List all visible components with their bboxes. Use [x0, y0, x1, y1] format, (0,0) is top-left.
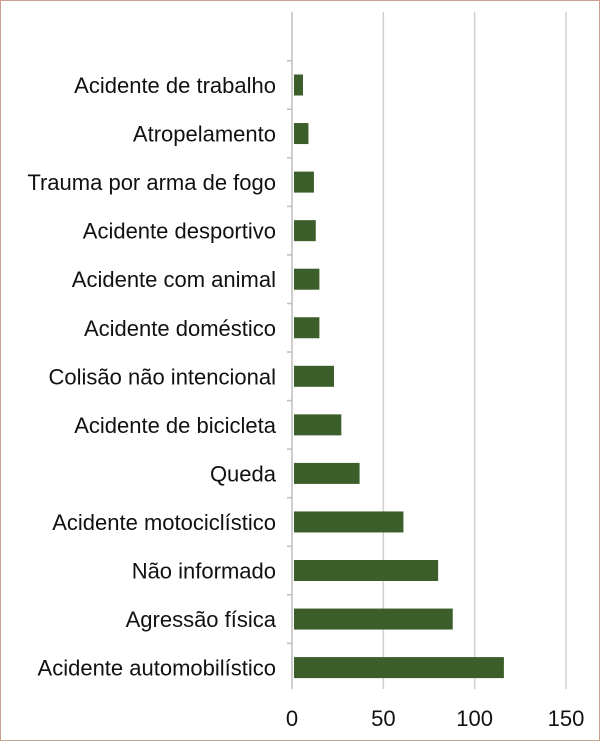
category-label-4: Acidente com animal: [72, 267, 276, 292]
category-labels: Acidente de trabalho Atropelamento Trauma …: [27, 73, 276, 681]
x-tick-label-50: 50: [371, 706, 395, 731]
bar-12: [294, 657, 504, 679]
category-label-3: Acidente desportivo: [83, 219, 276, 244]
category-label-12: Acidente automobilístico: [38, 656, 276, 681]
bar-11: [294, 608, 453, 630]
bar-8: [294, 462, 360, 484]
bar-6: [294, 365, 335, 387]
bar-10: [294, 560, 439, 581]
bar-2: [294, 171, 314, 193]
category-label-1: Atropelamento: [133, 122, 276, 147]
x-tick-label-0: 0: [286, 706, 298, 731]
x-tick-label-100: 100: [456, 706, 493, 731]
category-label-10: Não informado: [132, 559, 276, 584]
bar-1: [294, 123, 309, 145]
bar-4: [294, 268, 320, 290]
category-label-5: Acidente doméstico: [84, 316, 276, 341]
bar-9: [294, 511, 404, 533]
bar-3: [294, 220, 316, 242]
x-axis-ticks: 0 50 100 150: [286, 706, 584, 731]
category-label-0: Acidente de trabalho: [74, 73, 276, 98]
x-tick-label-150: 150: [548, 706, 585, 731]
category-label-6: Colisão não intencional: [49, 364, 277, 389]
bar-7: [294, 414, 342, 436]
bars: [294, 74, 504, 679]
category-label-11: Agressão física: [126, 607, 277, 632]
category-label-2: Trauma por arma de fogo: [27, 170, 276, 195]
bar-5: [294, 317, 320, 339]
bar-0: [294, 74, 303, 96]
category-label-9: Acidente motociclístico: [52, 510, 276, 535]
category-label-7: Acidente de bicicleta: [74, 413, 277, 438]
gridlines: [287, 12, 567, 689]
category-label-8: Queda: [210, 461, 277, 486]
